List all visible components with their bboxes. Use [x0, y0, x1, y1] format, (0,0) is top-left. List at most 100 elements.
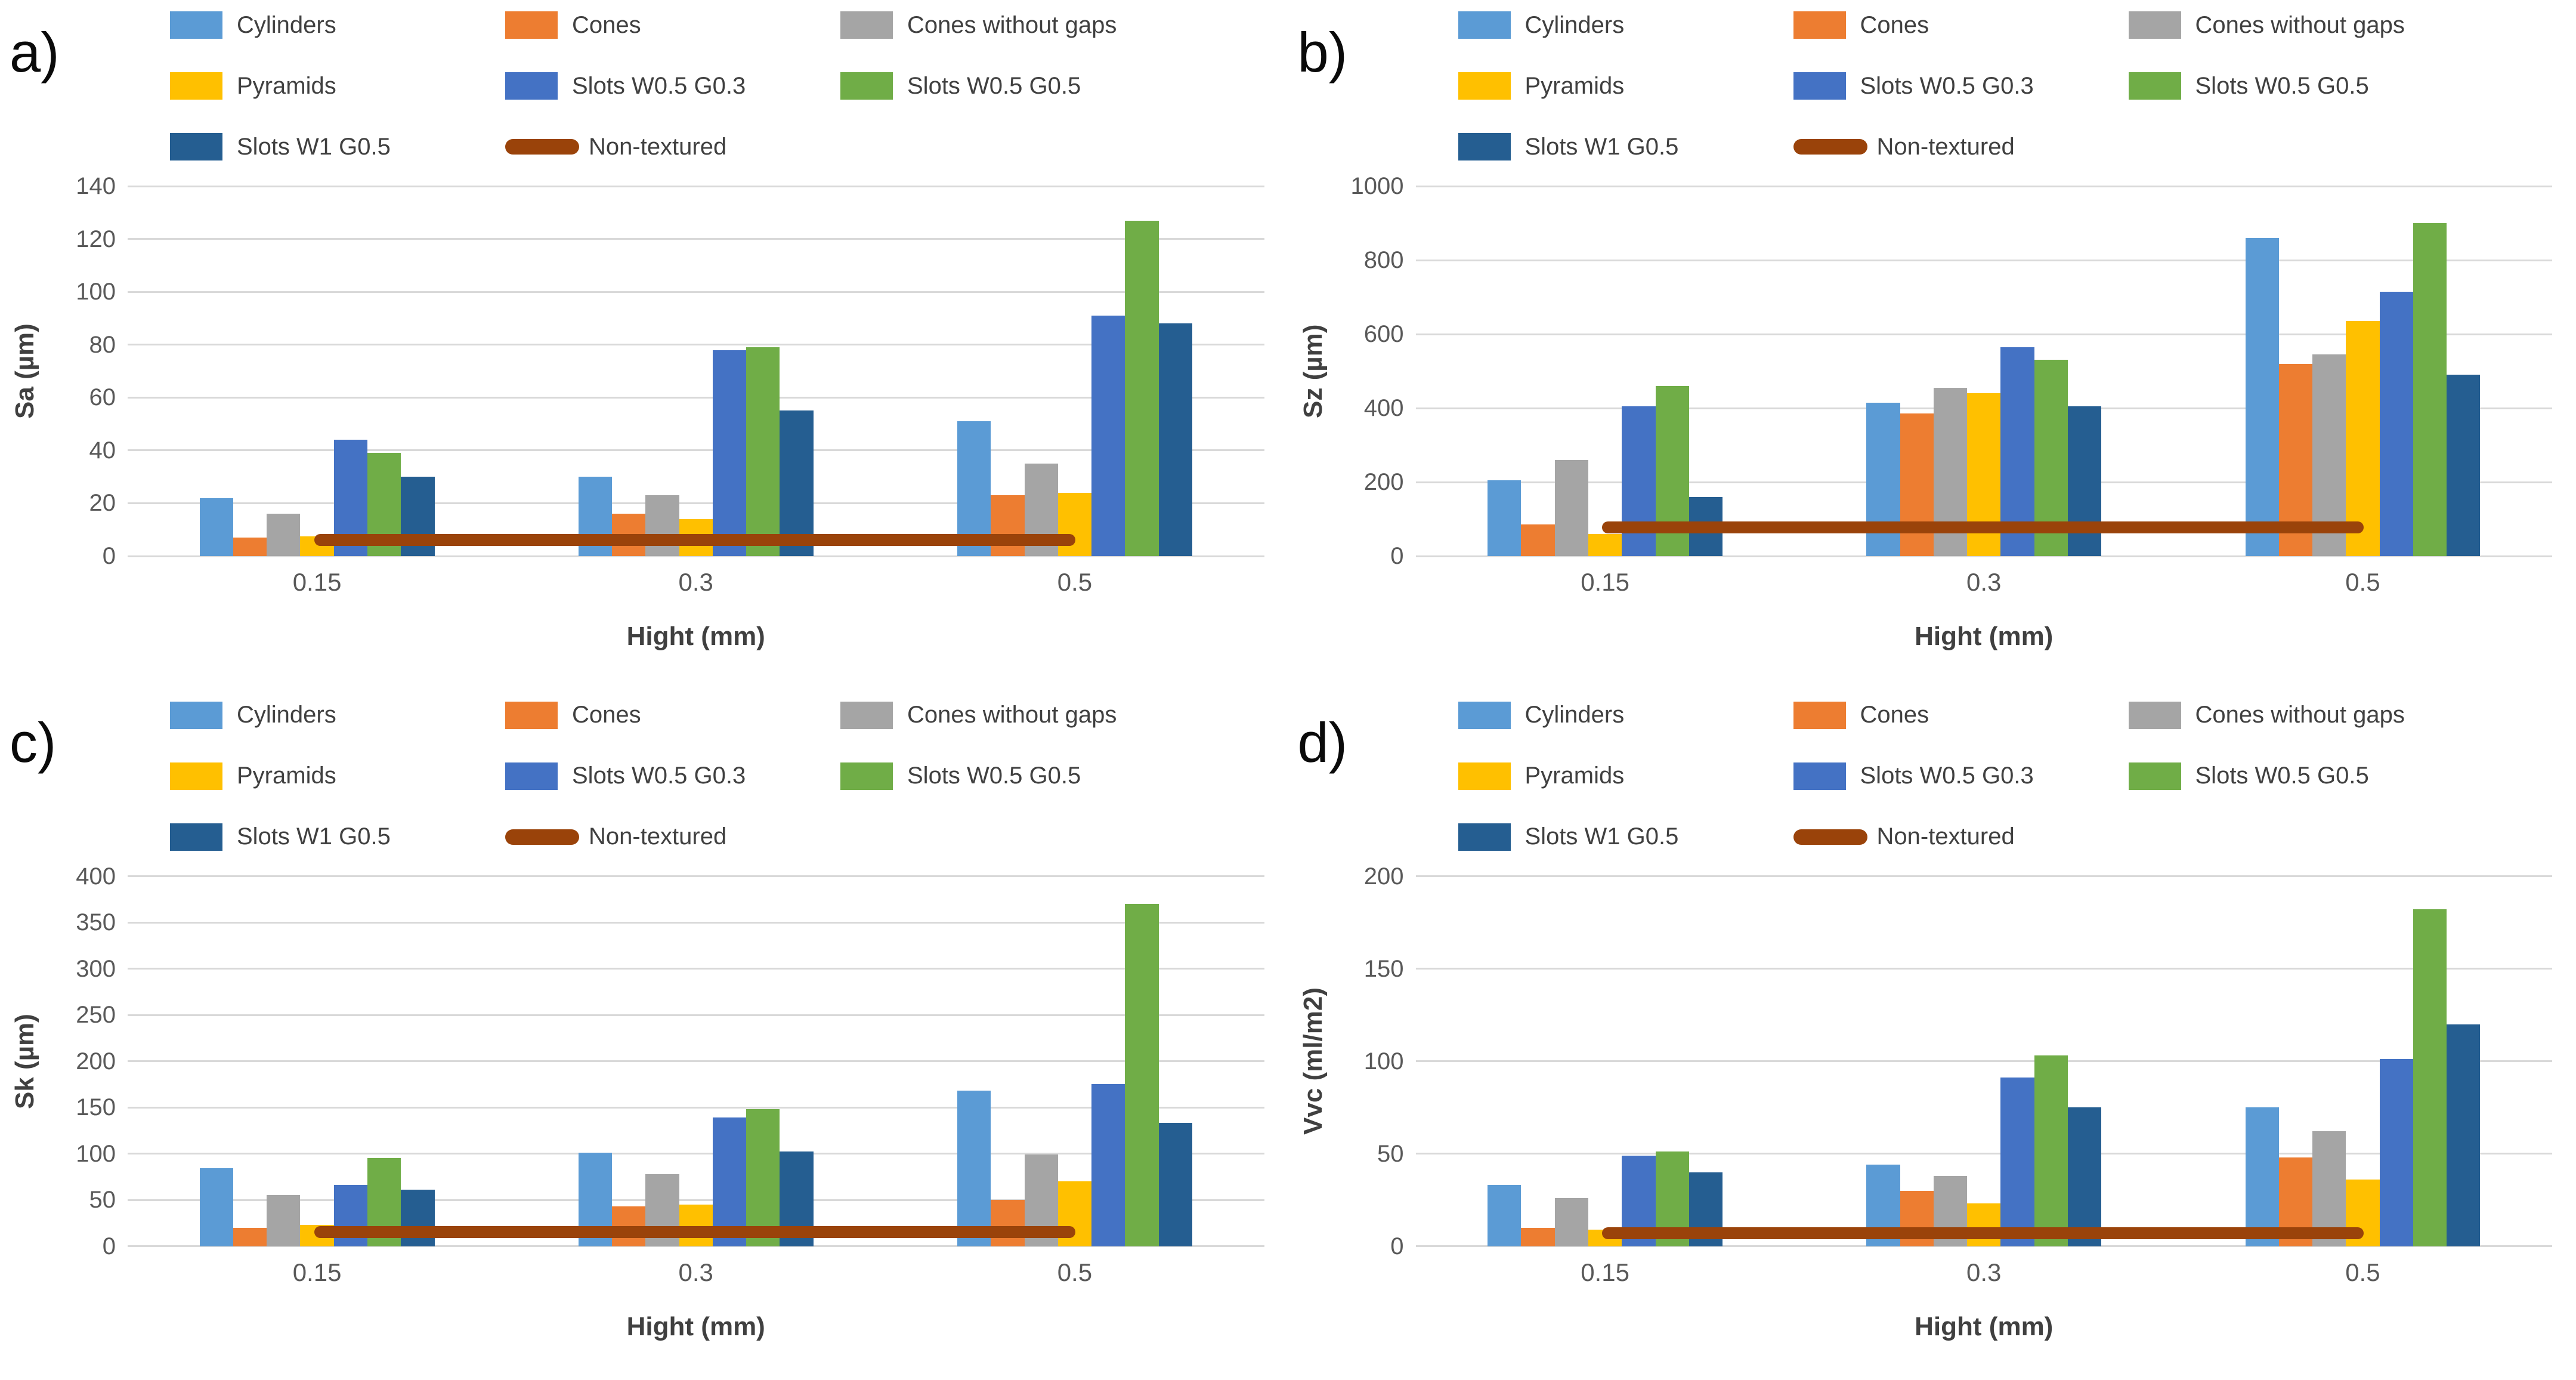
y-tick-label: 150 — [76, 1094, 116, 1120]
panel-d: d) Cylinders Cones Cones without gaps Pyrami… — [1288, 690, 2576, 1380]
y-tick-label: 120 — [76, 226, 116, 252]
legend-label-slots-w0-5-g0-3: Slots W0.5 G0.3 — [572, 762, 746, 789]
bar-slots-w0-5-g0-5-0.3 — [746, 347, 780, 556]
x-axis-line — [128, 1245, 1264, 1247]
bar-cylinders-0.5 — [2245, 1107, 2279, 1246]
x-axis-title: Hight (mm) — [626, 622, 765, 651]
legend: Cylinders Cones Cones without gaps Pyramids… — [170, 10, 1270, 162]
y-axis-title: Vvc (ml/m2) — [1298, 987, 1328, 1135]
bar-cluster — [199, 186, 435, 556]
plot-area — [128, 185, 1264, 557]
legend-color-swatch-cylinders — [1458, 11, 1511, 39]
bar-group-0.3 — [1795, 876, 2173, 1246]
gridline — [1415, 1153, 2552, 1154]
x-tick-label-0.15: 0.15 — [292, 1258, 342, 1286]
bar-cones-0.15 — [233, 538, 267, 556]
legend-label-cones-without-gaps: Cones without gaps — [907, 702, 1117, 728]
bar-cylinders-0.15 — [199, 1168, 233, 1246]
legend-color-swatch-slots-w0-5-g0-3 — [1793, 762, 1846, 790]
legend-color-swatch-cones — [1793, 701, 1846, 729]
legend: Cylinders Cones Cones without gaps Pyramids… — [170, 700, 1270, 853]
bar-cones-without-gaps-0.15 — [267, 1195, 301, 1246]
y-axis-ticks: 0 20 40 60 80 100 120 140 — [50, 174, 128, 568]
legend-label-slots-w0-5-g0-5: Slots W0.5 G0.5 — [907, 762, 1081, 789]
y-tick-label: 0 — [102, 543, 116, 569]
bar-slots-w0-5-g0-3-0.5 — [1091, 1084, 1125, 1246]
panel-label: a) — [10, 21, 60, 84]
bar-cylinders-0.15 — [199, 498, 233, 556]
gridline — [1415, 259, 2552, 261]
x-tick-label-0.15: 0.15 — [1581, 568, 1629, 596]
legend-color-swatch-cones-without-gaps — [2128, 11, 2181, 39]
legend-item-pyramids: Pyramids — [170, 70, 505, 101]
non-textured-line — [314, 1226, 1076, 1239]
bar-slots-w0-5-g0-3-0.3 — [2000, 1078, 2034, 1246]
legend-color-swatch-pyramids — [170, 72, 222, 100]
legend-item-cylinders: Cylinders — [1458, 10, 1793, 41]
legend-label-pyramids: Pyramids — [1524, 762, 1625, 789]
panel-label: d) — [1297, 711, 1348, 774]
y-tick-label: 40 — [89, 437, 116, 464]
y-tick-label: 80 — [89, 331, 116, 358]
bar-cluster — [1866, 876, 2102, 1246]
chart-area: Vvc (ml/m2) 0 50 100 150 200 — [1288, 865, 2576, 1258]
bar-slots-w0-5-g0-3-0.5 — [2379, 291, 2413, 556]
legend-line-swatch-non-textured — [505, 829, 579, 845]
bar-cylinders-0.5 — [957, 1091, 991, 1246]
legend-color-swatch-slots-w1-g0-5 — [170, 133, 222, 160]
legend-label-slots-w0-5-g0-5: Slots W0.5 G0.5 — [2195, 72, 2369, 99]
legend-line-swatch-non-textured — [1793, 829, 1867, 845]
x-tick-label-0.5: 0.5 — [2345, 568, 2380, 596]
bar-cluster — [2245, 186, 2481, 556]
y-tick-label: 600 — [1363, 321, 1404, 347]
bar-pyramids-0.15 — [1588, 533, 1622, 556]
bar-cones-without-gaps-0.3 — [645, 495, 679, 556]
bar-slots-w1-g0-5-0.3 — [780, 410, 814, 556]
x-tick-label-0.15: 0.15 — [292, 568, 342, 596]
chart-area: Sa (µm) 0 20 40 60 80 100 120 140 — [0, 174, 1288, 568]
bar-slots-w0-5-g0-3-0.15 — [1622, 406, 1656, 556]
bar-cylinders-0.15 — [1488, 1185, 1522, 1246]
x-axis-title: Hight (mm) — [1915, 1311, 2054, 1341]
bar-cluster — [1866, 186, 2102, 556]
legend-label-cylinders: Cylinders — [1524, 702, 1625, 728]
legend-item-cylinders: Cylinders — [170, 700, 505, 731]
y-tick-label: 150 — [1363, 955, 1404, 982]
legend-label-slots-w0-5-g0-3: Slots W0.5 G0.3 — [572, 72, 746, 99]
y-tick-label: 400 — [1363, 395, 1404, 421]
bar-slots-w0-5-g0-3-0.3 — [712, 1117, 747, 1246]
y-tick-label: 200 — [76, 1048, 116, 1075]
legend-item-slots-w1-g0-5: Slots W1 G0.5 — [1458, 822, 1793, 853]
y-axis-title: Sz (µm) — [1298, 324, 1328, 418]
y-axis-ticks: 0 50 100 150 200 250 300 350 400 — [50, 865, 128, 1258]
plot-area — [128, 875, 1264, 1247]
legend-color-swatch-slots-w0-5-g0-5 — [840, 762, 893, 790]
gridline — [1415, 875, 2552, 877]
legend-item-slots-w1-g0-5: Slots W1 G0.5 — [170, 131, 505, 162]
y-tick-label: 0 — [1390, 543, 1404, 569]
bar-group-0.15 — [128, 876, 506, 1246]
y-tick-label: 800 — [1363, 247, 1404, 273]
y-tick-label: 20 — [89, 490, 116, 517]
legend-color-swatch-slots-w1-g0-5 — [1458, 133, 1511, 160]
legend-color-swatch-slots-w0-5-g0-3 — [505, 762, 558, 790]
legend-color-swatch-cones-without-gaps — [840, 701, 893, 729]
legend-color-swatch-slots-w0-5-g0-5 — [2128, 72, 2181, 100]
y-axis-ticks: 0 200 400 600 800 1000 — [1338, 174, 1416, 568]
x-tick-label-0.5: 0.5 — [1057, 568, 1093, 596]
non-textured-line — [1602, 521, 2364, 533]
legend-item-cones: Cones — [505, 700, 840, 731]
legend-item-non-textured: Non-textured — [1793, 822, 2129, 853]
legend-color-swatch-slots-w0-5-g0-5 — [2128, 762, 2181, 790]
gridline — [128, 502, 1264, 504]
bar-slots-w1-g0-5-0.5 — [2447, 1024, 2481, 1246]
bar-group-0.15 — [128, 186, 506, 556]
bar-slots-w0-5-g0-5-0.3 — [2034, 1055, 2068, 1246]
legend-label-cones: Cones — [572, 11, 641, 38]
bar-slots-w1-g0-5-0.5 — [2447, 375, 2481, 556]
gridline — [1415, 968, 2552, 970]
legend-item-slots-w0-5-g0-3: Slots W0.5 G0.3 — [1793, 70, 2129, 101]
legend-label-cones-without-gaps: Cones without gaps — [2195, 702, 2405, 728]
bar-slots-w0-5-g0-3-0.5 — [1091, 316, 1125, 556]
